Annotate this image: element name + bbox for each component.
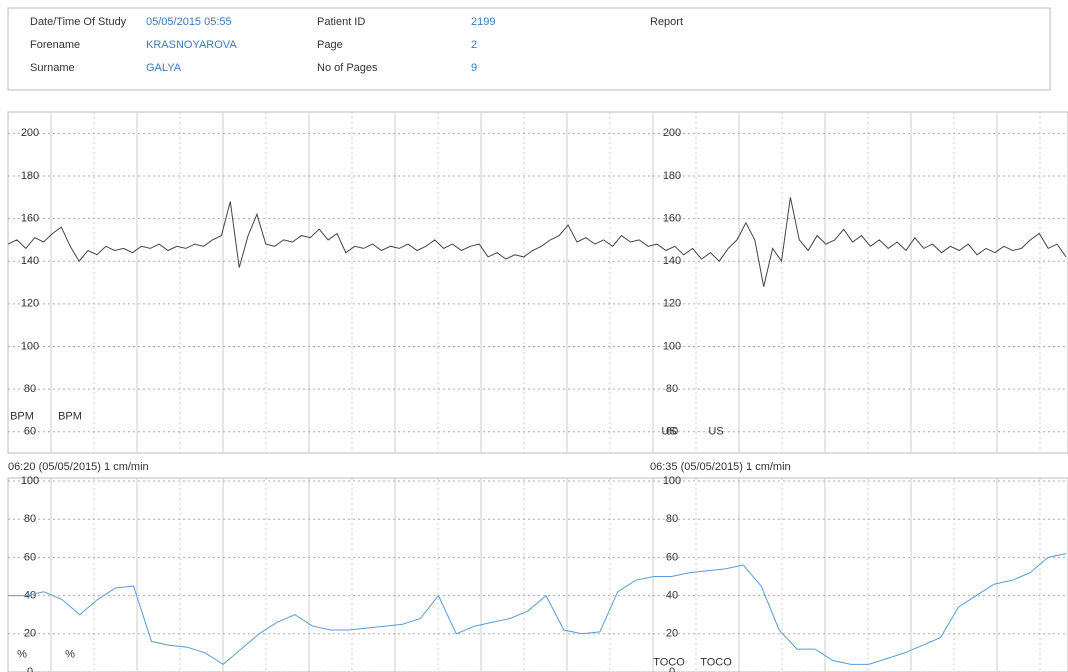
y-tick-label: 120 <box>663 298 681 310</box>
y-tick-label: 200 <box>21 127 39 139</box>
y-tick-label: 100 <box>21 340 39 352</box>
report-label: Report <box>650 16 683 28</box>
y-tick-label: 100 <box>663 475 681 487</box>
trace <box>7 197 1067 287</box>
y-tick-label: 200 <box>663 127 681 139</box>
panel-frame <box>7 111 1068 454</box>
y-tick-label: 60 <box>24 426 36 438</box>
y-tick-label: 80 <box>666 513 678 525</box>
field-label: Forename <box>30 39 80 51</box>
y-tick-label: 20 <box>24 628 36 640</box>
field-value: 2 <box>471 39 477 51</box>
channel-label: TOCO <box>700 656 732 668</box>
trace <box>8 553 1067 666</box>
axis-unit: % <box>17 649 27 661</box>
y-tick-label: 0 <box>669 666 675 672</box>
y-tick-label: 60 <box>666 551 678 563</box>
y-tick-label: 180 <box>21 170 39 182</box>
panel-frame <box>7 477 1068 672</box>
field-value: 05/05/2015 05:55 <box>146 16 232 28</box>
y-tick-label: 140 <box>663 255 681 267</box>
y-tick-label: 40 <box>666 590 678 602</box>
field-label: Page <box>317 39 343 51</box>
y-tick-label: 80 <box>666 383 678 395</box>
y-tick-label: 180 <box>663 170 681 182</box>
y-tick-label: 100 <box>663 340 681 352</box>
y-tick-label: 40 <box>24 590 36 602</box>
y-tick-label: 60 <box>24 551 36 563</box>
time-annotation: 06:20 (05/05/2015) 1 cm/min <box>8 461 149 473</box>
y-tick-label: 100 <box>21 475 39 487</box>
field-value: GALYA <box>146 62 182 74</box>
y-tick-label: 160 <box>21 212 39 224</box>
y-tick-label: 60 <box>666 426 678 438</box>
y-tick-label: 20 <box>666 628 678 640</box>
axis-unit: BPM <box>58 411 82 423</box>
y-tick-label: 80 <box>24 513 36 525</box>
field-value: 2199 <box>471 16 495 28</box>
time-annotation: 06:35 (05/05/2015) 1 cm/min <box>650 461 791 473</box>
y-tick-label: 80 <box>24 383 36 395</box>
field-label: Surname <box>30 62 75 74</box>
axis-unit: % <box>65 649 75 661</box>
field-value: KRASNOYAROVA <box>146 39 237 51</box>
field-label: No of Pages <box>317 62 378 74</box>
field-label: Date/Time Of Study <box>30 16 127 28</box>
y-tick-label: 0 <box>27 666 33 672</box>
channel-label: US <box>708 426 723 438</box>
channel-label: US <box>661 426 676 438</box>
field-value: 9 <box>471 62 477 74</box>
y-tick-label: 160 <box>663 212 681 224</box>
field-label: Patient ID <box>317 16 365 28</box>
channel-label: TOCO <box>653 656 685 668</box>
axis-unit: BPM <box>10 411 34 423</box>
y-tick-label: 140 <box>21 255 39 267</box>
header-box <box>7 7 1051 91</box>
y-tick-label: 120 <box>21 298 39 310</box>
